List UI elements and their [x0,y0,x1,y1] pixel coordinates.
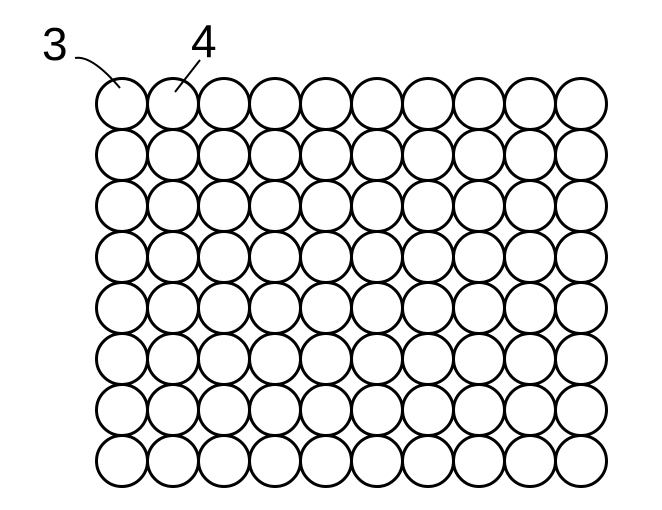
grid-circle [505,385,556,436]
grid-circle [301,283,352,334]
grid-circle [250,130,301,181]
grid-circle [403,79,454,130]
callout-label-4: 4 [191,14,217,68]
grid-circle [301,181,352,232]
grid-circle [97,436,148,487]
grid-circle [97,334,148,385]
grid-circle [97,79,148,130]
grid-circle [352,130,403,181]
grid-circle [250,232,301,283]
grid-circle [199,385,250,436]
grid-circle [505,232,556,283]
grid-circle [250,436,301,487]
grid-circle [250,385,301,436]
grid-circle [148,79,199,130]
grid-circle [250,283,301,334]
grid-circle [505,283,556,334]
grid-circle [454,79,505,130]
grid-circle [403,334,454,385]
grid-circle [352,79,403,130]
grid-circle [454,436,505,487]
grid-circle [97,181,148,232]
grid-circle [148,436,199,487]
grid-circle [301,385,352,436]
grid-circle [97,283,148,334]
callout-line-3 [75,58,120,88]
grid-circle [556,79,607,130]
grid-circle [199,283,250,334]
grid-circle [505,436,556,487]
grid-circle [505,130,556,181]
grid-circle [199,181,250,232]
grid-circle [454,130,505,181]
grid-circle [352,436,403,487]
circle-grid-diagram [0,0,662,510]
grid-circle [352,283,403,334]
grid-circle [97,130,148,181]
grid-circle [301,79,352,130]
grid-circle [199,79,250,130]
grid-circle [250,181,301,232]
grid-circle [556,130,607,181]
grid-circle [352,385,403,436]
callout-label-3: 3 [42,17,68,71]
grid-circle [556,385,607,436]
grid-circle [454,181,505,232]
grid-circle [454,232,505,283]
grid-circle [403,385,454,436]
grid-circle [403,181,454,232]
grid-circle [403,436,454,487]
grid-circle [505,181,556,232]
grid-circle [301,436,352,487]
grid-circle [505,79,556,130]
grid-circle [199,130,250,181]
grid-circle [148,334,199,385]
grid-circle [148,385,199,436]
grid-circle [454,283,505,334]
grid-circle [199,436,250,487]
grid-circle [352,181,403,232]
grid-circle [556,436,607,487]
grid-circle [148,232,199,283]
grid-circle [97,385,148,436]
grid-circle [97,232,148,283]
grid-circle [352,334,403,385]
grid-circle [505,334,556,385]
grid-circle [454,385,505,436]
grid-circle [199,334,250,385]
grid-circle [403,232,454,283]
grid-circle [454,334,505,385]
grid-circle [403,130,454,181]
grid-circle [250,334,301,385]
grid-circle [250,79,301,130]
grid-circle [301,232,352,283]
grid-circle [301,130,352,181]
grid-circle [301,334,352,385]
grid-circle [403,283,454,334]
grid-circle [556,334,607,385]
grid-circle [556,181,607,232]
grid-circle [556,283,607,334]
grid-circle [352,232,403,283]
grid-circle [556,232,607,283]
grid-circle [199,232,250,283]
grid-circle [148,283,199,334]
grid-circle [148,181,199,232]
grid-circle [148,130,199,181]
